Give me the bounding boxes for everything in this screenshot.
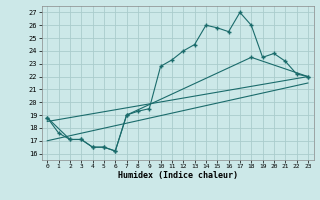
X-axis label: Humidex (Indice chaleur): Humidex (Indice chaleur) (118, 171, 237, 180)
